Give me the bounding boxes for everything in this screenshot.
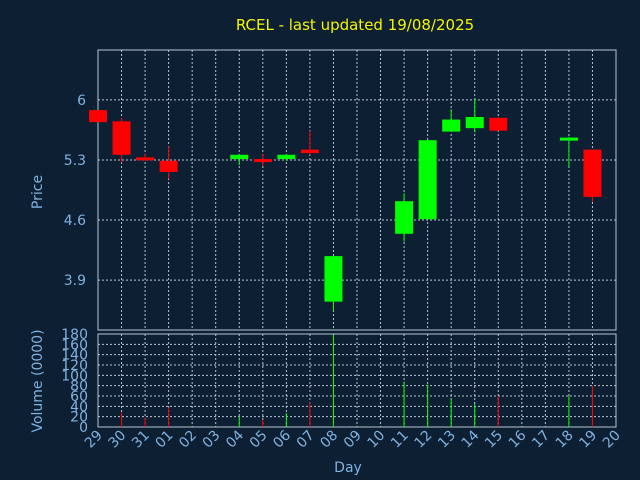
candle-07 — [300, 130, 319, 155]
candle-body — [418, 140, 437, 220]
volume-tick-label: 120 — [61, 358, 88, 374]
volume-tick-label: 20 — [70, 410, 88, 426]
day-tick-label: 14 — [459, 427, 483, 451]
volume-tick-label: 100 — [61, 368, 88, 384]
candle-30 — [112, 117, 131, 163]
volume-tick-label: 40 — [70, 399, 88, 415]
candle-14 — [465, 98, 484, 133]
price-tick-label: 5.3 — [64, 153, 86, 169]
price-panel: 3.9 4.6 5.3 6 — [64, 49, 617, 331]
day-tick-label: 19 — [576, 428, 600, 452]
volume-tick-label: 180 — [61, 327, 88, 343]
candle-body — [230, 154, 249, 160]
candle-body — [300, 149, 319, 154]
price-tick-label: 3.9 — [64, 273, 86, 289]
price-axis-label: Price — [30, 175, 46, 209]
day-tick-label: 08 — [317, 428, 341, 452]
price-tick-label: 6 — [77, 93, 86, 109]
volume-tick-label: 80 — [70, 379, 88, 395]
candle-08 — [324, 256, 343, 311]
day-tick-label: 18 — [553, 428, 577, 452]
candle-body — [136, 157, 155, 161]
day-tick-label: 01 — [153, 428, 177, 452]
day-tick-label: 31 — [129, 428, 153, 452]
candle-body — [559, 137, 578, 141]
candle-body — [583, 149, 602, 197]
candle-04 — [230, 153, 249, 166]
day-tick-label: 12 — [412, 428, 436, 452]
candle-12 — [418, 140, 437, 220]
candle-body — [89, 110, 107, 123]
day-tick-label: 30 — [105, 428, 129, 452]
day-tick-label: 03 — [200, 428, 224, 452]
candle-19 — [583, 149, 602, 203]
day-tick-label: 13 — [435, 428, 459, 452]
candle-29 — [89, 110, 107, 123]
candle-31 — [136, 153, 155, 161]
volume-frame — [97, 333, 617, 428]
day-tick-labels: 29 30 31 01 02 03 04 05 06 07 08 09 10 11 12 13 14 15 16 17… — [82, 427, 624, 451]
day-tick-label: 04 — [223, 427, 247, 451]
volume-tick-label: 140 — [61, 348, 88, 364]
day-tick-label: 15 — [482, 428, 506, 452]
day-tick-label: 06 — [270, 427, 294, 451]
volume-tick-label: 60 — [70, 389, 88, 405]
candle-body — [489, 117, 508, 131]
candle-13 — [442, 109, 461, 132]
day-tick-label: 07 — [294, 428, 318, 452]
day-tick-label: 02 — [176, 428, 200, 452]
day-tick-label: 11 — [388, 428, 412, 452]
candle-15 — [489, 116, 508, 131]
day-tick-label: 05 — [247, 428, 271, 452]
candle-18 — [559, 136, 578, 167]
candle-body — [324, 256, 343, 302]
volume-tick-label: 0 — [79, 420, 88, 436]
candle-body — [465, 116, 484, 129]
candle-body — [159, 160, 178, 172]
price-frame — [97, 49, 617, 331]
day-axis-label: Day — [334, 460, 362, 476]
candle-body — [395, 201, 414, 234]
day-tick-label: 09 — [341, 428, 365, 452]
day-tick-label: 10 — [364, 428, 388, 452]
day-tick-label: 20 — [600, 428, 624, 452]
candle-body — [112, 121, 131, 155]
candle-06 — [277, 153, 296, 161]
candle-01 — [159, 146, 178, 179]
candle-05 — [253, 153, 272, 166]
price-tick-label: 4.6 — [64, 213, 86, 229]
day-tick-label: 16 — [506, 427, 530, 451]
chart-title: RCEL - last updated 19/08/2025 — [236, 16, 474, 34]
candle-body — [277, 154, 296, 160]
candle-body — [253, 159, 272, 163]
volume-tick-label: 160 — [61, 337, 88, 353]
day-tick-label: 17 — [529, 428, 553, 452]
candle-11 — [395, 193, 414, 242]
candle-body — [442, 119, 461, 132]
volume-axis-label: Volume (0000) — [30, 329, 46, 432]
